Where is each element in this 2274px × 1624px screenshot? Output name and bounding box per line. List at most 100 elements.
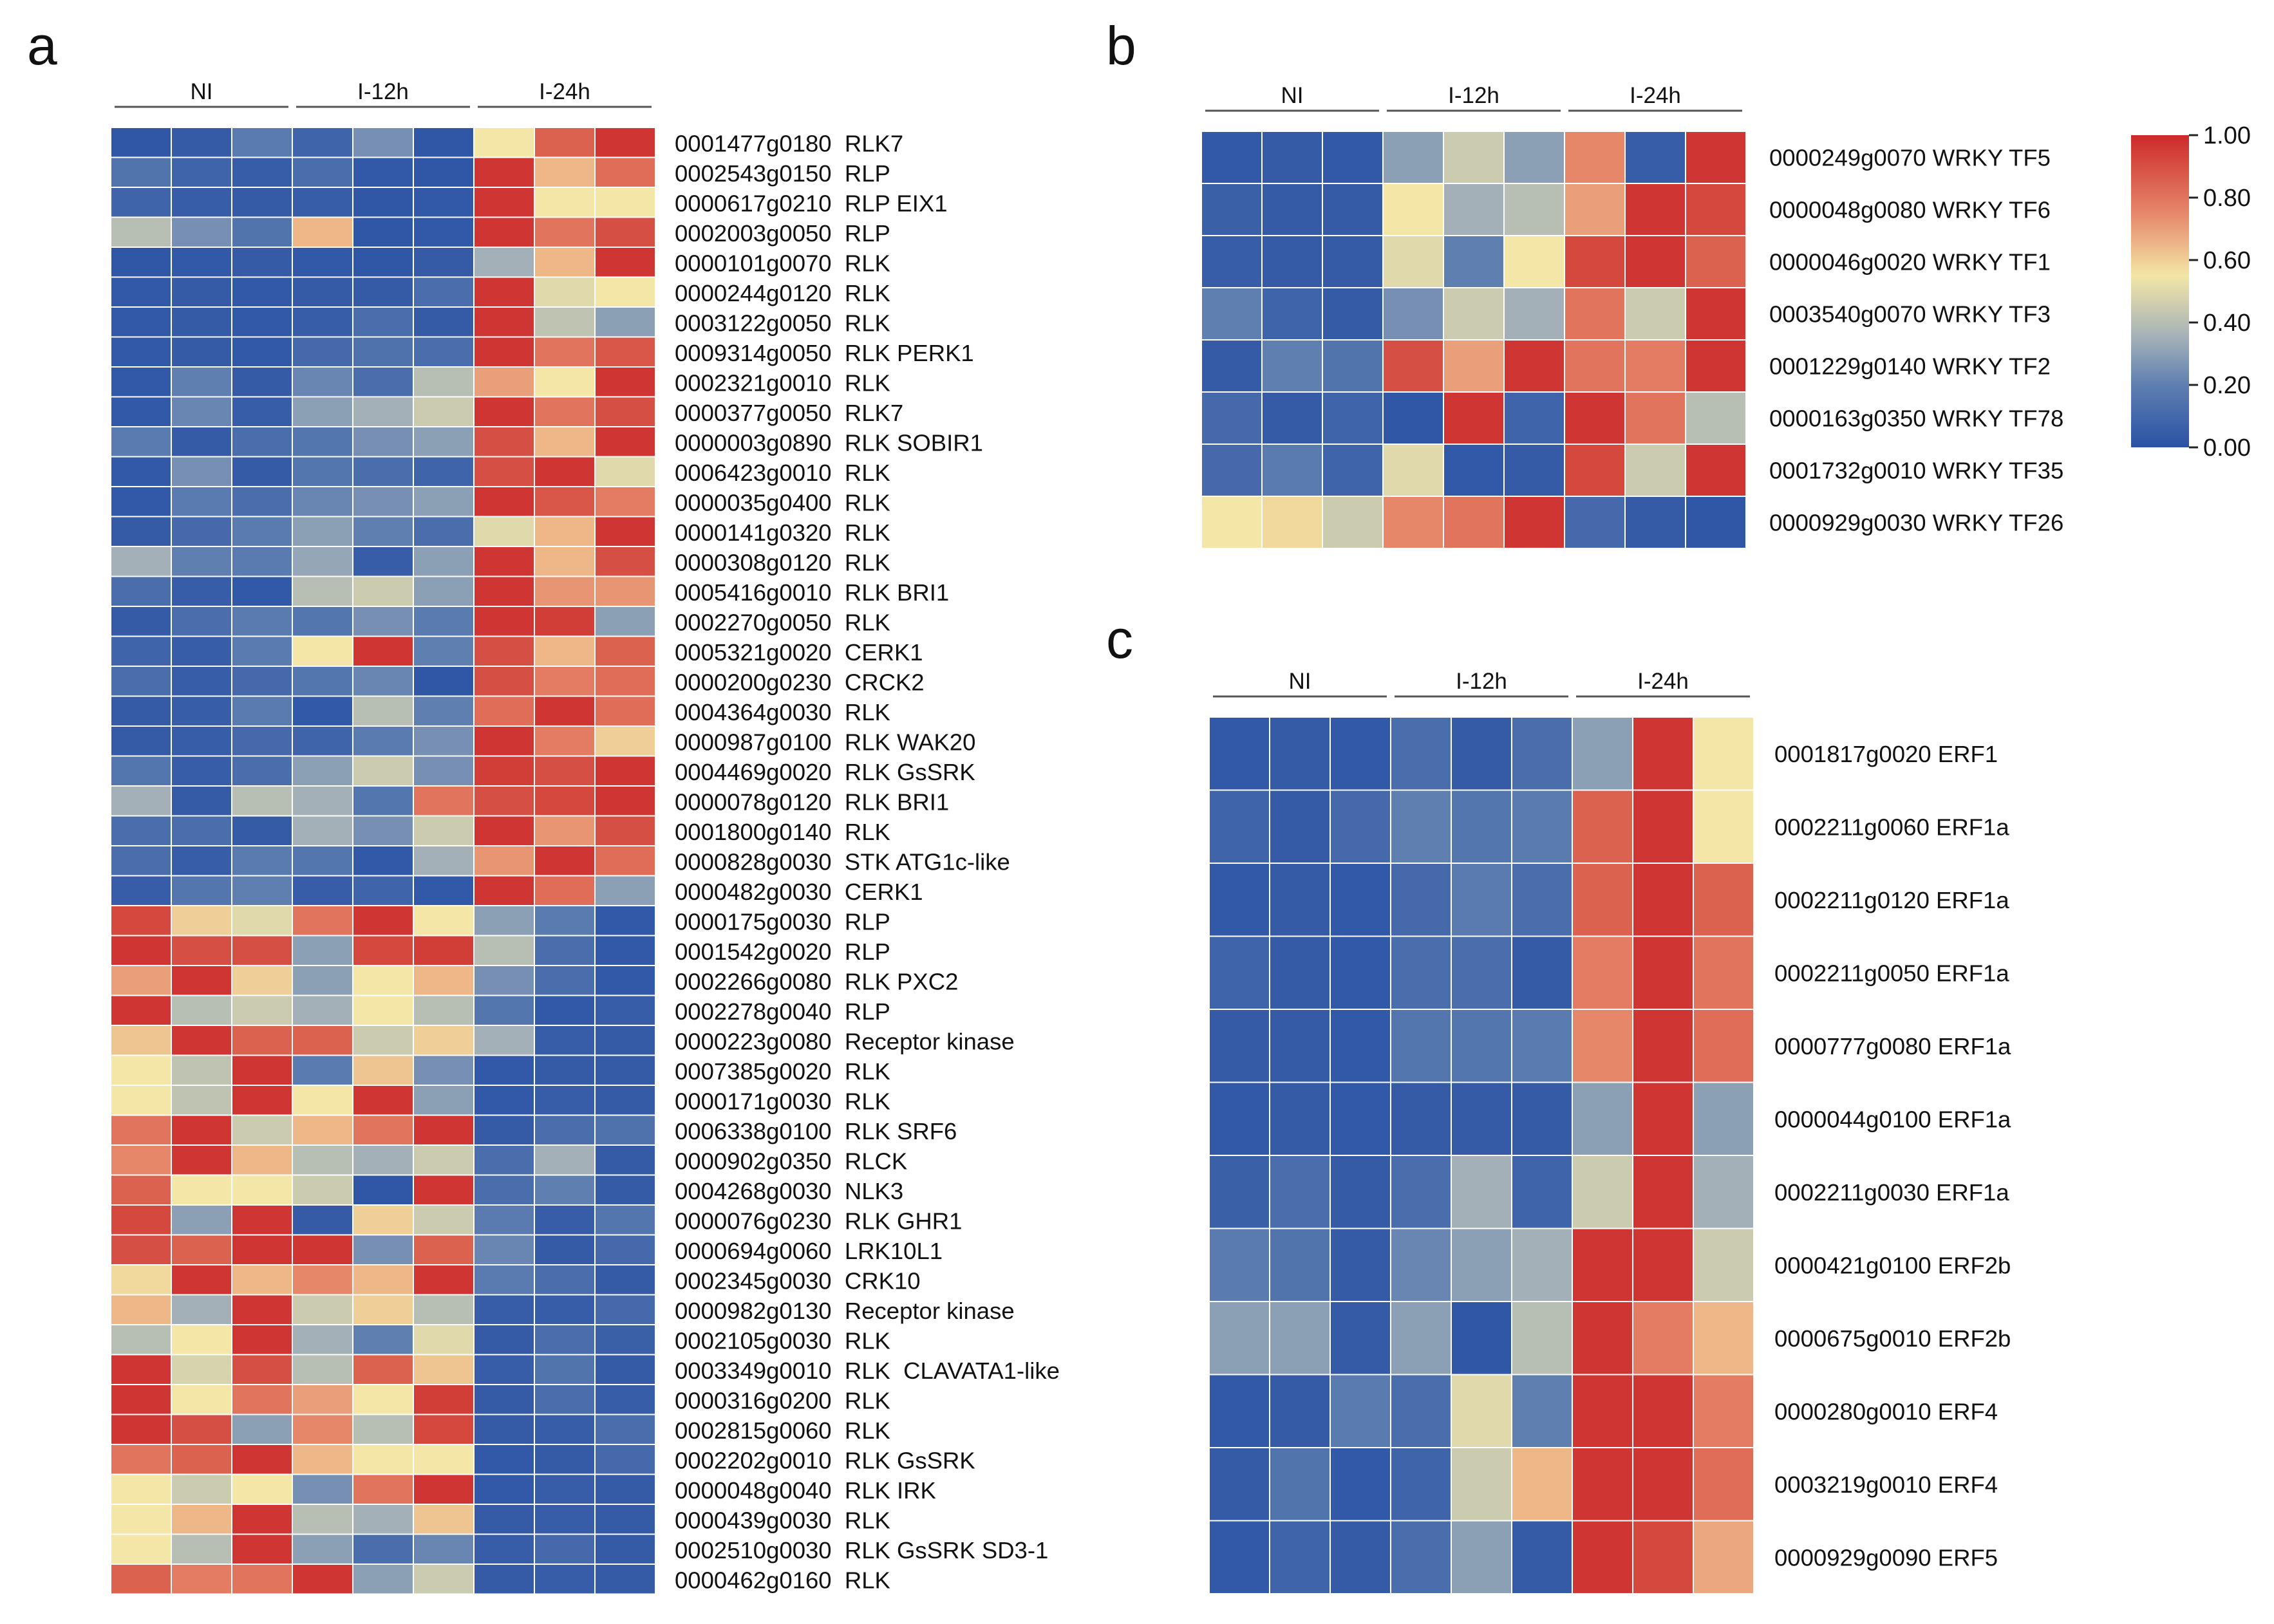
heatmap-cell bbox=[413, 965, 475, 996]
heatmap-cell bbox=[1632, 716, 1694, 791]
row-label: 0000316g0200 RLK bbox=[675, 1387, 890, 1414]
row-label: 0002543g0150 RLP bbox=[675, 160, 890, 187]
heatmap-cell bbox=[594, 1473, 656, 1505]
heatmap-cell bbox=[292, 845, 353, 877]
heatmap-cell bbox=[1330, 789, 1391, 864]
heatmap-cell bbox=[171, 1234, 232, 1265]
heatmap-cell bbox=[594, 1144, 656, 1176]
heatmap-cell bbox=[413, 635, 475, 667]
heatmap-cell bbox=[110, 426, 172, 458]
heatmap-cell bbox=[171, 1504, 232, 1535]
heatmap-cell bbox=[413, 815, 475, 846]
row-label: 0000694g0060 LRK10L1 bbox=[675, 1238, 943, 1264]
heatmap-cell bbox=[473, 336, 535, 368]
heatmap-cell bbox=[231, 635, 293, 667]
heatmap-cell bbox=[1693, 1520, 1754, 1594]
heatmap-cell bbox=[231, 127, 293, 158]
heatmap-cell bbox=[110, 127, 172, 158]
row-label: 0004469g0020 RLK GsSRK bbox=[675, 759, 975, 785]
heatmap-cell bbox=[292, 396, 353, 427]
heatmap-cell bbox=[352, 1533, 414, 1565]
heatmap-cell bbox=[292, 127, 353, 158]
row-label: 0000421g0100 ERF2b bbox=[1774, 1252, 2011, 1278]
heatmap-cell bbox=[231, 695, 293, 727]
heatmap-cell bbox=[171, 156, 232, 188]
row-label: 0000044g0100 ERF1a bbox=[1774, 1106, 2011, 1132]
heatmap-cell bbox=[413, 456, 475, 487]
row-label: 0000982g0130 Receptor kinase bbox=[675, 1298, 1015, 1324]
heatmap-cell bbox=[231, 306, 293, 338]
group-label: I-24h bbox=[1637, 669, 1689, 694]
heatmap-cell bbox=[1564, 235, 1626, 288]
heatmap-cell bbox=[292, 1324, 353, 1356]
heatmap-cell bbox=[1330, 1374, 1391, 1448]
heatmap-cell bbox=[171, 1085, 232, 1116]
heatmap-cell bbox=[473, 635, 535, 667]
heatmap-cell bbox=[352, 1384, 414, 1415]
heatmap-cell bbox=[292, 1294, 353, 1325]
heatmap-cell bbox=[1269, 863, 1331, 937]
heatmap-cell bbox=[473, 815, 535, 846]
heatmap-cell bbox=[171, 1144, 232, 1176]
heatmap-cell bbox=[352, 905, 414, 937]
heatmap-cell bbox=[594, 156, 656, 188]
row-label: 0000046g0020 WRKY TF1 bbox=[1769, 249, 2051, 275]
heatmap-cell bbox=[1261, 183, 1323, 236]
heatmap-cell bbox=[1269, 1374, 1331, 1448]
row-label: 0001800g0140 RLK bbox=[675, 819, 890, 845]
heatmap-cell bbox=[1330, 1227, 1391, 1302]
heatmap-cell bbox=[1511, 716, 1573, 791]
heatmap-cell bbox=[110, 875, 172, 906]
heatmap-cell bbox=[1624, 287, 1686, 341]
heatmap-cell bbox=[231, 875, 293, 906]
heatmap-cell bbox=[171, 1563, 232, 1595]
heatmap-cell bbox=[534, 1444, 596, 1475]
heatmap-cell bbox=[110, 785, 172, 817]
heatmap-cell bbox=[413, 247, 475, 278]
heatmap-cell bbox=[171, 606, 232, 637]
heatmap-cell bbox=[292, 1025, 353, 1056]
heatmap-cell bbox=[110, 1054, 172, 1086]
heatmap-cell bbox=[1572, 863, 1633, 937]
heatmap-cell bbox=[1390, 1227, 1452, 1302]
group-label: I-24h bbox=[1630, 83, 1681, 108]
heatmap-cell bbox=[1632, 1081, 1694, 1156]
heatmap-cell bbox=[231, 187, 293, 218]
row-label: 0000101g0070 RLK bbox=[675, 250, 890, 276]
heatmap-cell bbox=[1390, 863, 1452, 937]
row-label: 0002270g0050 RLK bbox=[675, 609, 890, 635]
heatmap-cell bbox=[1564, 391, 1626, 445]
row-label: 0001477g0180 RLK7 bbox=[675, 130, 903, 156]
heatmap-cell bbox=[110, 1444, 172, 1475]
heatmap-cell bbox=[110, 187, 172, 218]
heatmap-cell bbox=[352, 815, 414, 846]
heatmap-cell bbox=[292, 1504, 353, 1535]
heatmap-cell bbox=[110, 994, 172, 1026]
heatmap-cell bbox=[413, 1114, 475, 1146]
heatmap-cell bbox=[413, 366, 475, 398]
heatmap-cell bbox=[1503, 131, 1565, 184]
heatmap-cell bbox=[110, 396, 172, 427]
row-label: 0001817g0020 ERF1 bbox=[1774, 741, 1998, 767]
heatmap-cell bbox=[1330, 716, 1391, 791]
heatmap-cell bbox=[473, 725, 535, 757]
heatmap-cell bbox=[473, 905, 535, 937]
heatmap-cell bbox=[171, 456, 232, 487]
heatmap-cell bbox=[1511, 1374, 1573, 1448]
heatmap-cell bbox=[171, 1414, 232, 1445]
row-label: 0000141g0320 RLK bbox=[675, 519, 890, 546]
heatmap-cell bbox=[292, 1054, 353, 1086]
heatmap-cell bbox=[171, 276, 232, 308]
heatmap-cell bbox=[1632, 1227, 1694, 1302]
heatmap-cell bbox=[594, 516, 656, 547]
heatmap-cell bbox=[1330, 863, 1391, 937]
heatmap-cell bbox=[1322, 287, 1384, 341]
heatmap-cell bbox=[594, 1085, 656, 1116]
row-label: 0002815g0060 RLK bbox=[675, 1417, 890, 1444]
heatmap-cell bbox=[352, 156, 414, 188]
row-label: 0000200g0230 CRCK2 bbox=[675, 669, 925, 695]
heatmap-cell bbox=[292, 1144, 353, 1176]
heatmap-cell bbox=[413, 486, 475, 518]
heatmap-cell bbox=[473, 426, 535, 458]
row-label: 0002211g0050 ERF1a bbox=[1774, 960, 2009, 986]
